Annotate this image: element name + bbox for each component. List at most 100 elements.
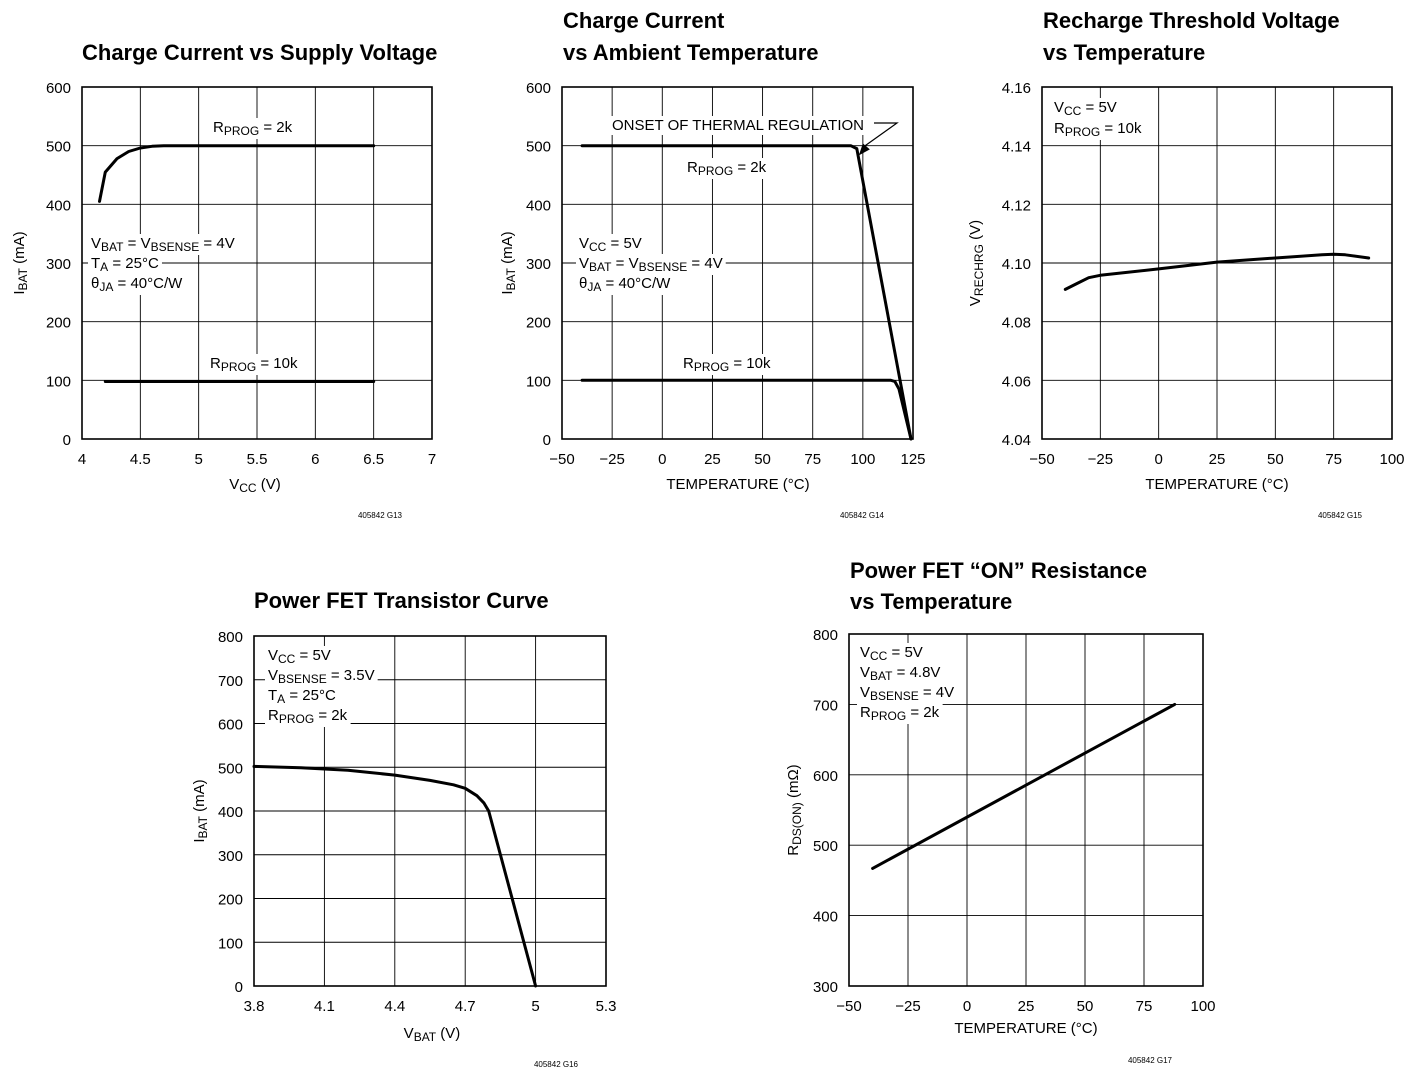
plot-frame xyxy=(561,86,914,440)
condition-label: RPROG = 2k xyxy=(687,159,767,178)
condition-label-subscript: JA xyxy=(99,280,113,294)
condition-label-text: T xyxy=(91,255,100,272)
y-tick-label: 300 xyxy=(46,256,71,273)
condition-label: RPROG = 10k xyxy=(210,355,298,374)
condition-label: VBAT = 4.8V xyxy=(860,664,940,683)
condition-label: RPROG = 2k xyxy=(860,704,940,723)
x-tick-label: 4.1 xyxy=(314,998,335,1015)
y-tick-label: 100 xyxy=(46,373,71,390)
condition-label-text: = 4V xyxy=(919,684,954,701)
condition-label-subscript: BSENSE xyxy=(639,260,688,274)
y-axis-label-text: V xyxy=(967,296,984,306)
x-tick-label: 5.5 xyxy=(247,451,268,468)
label-background xyxy=(684,158,770,179)
x-tick-label: 50 xyxy=(1077,998,1094,1015)
condition-label-text: θ xyxy=(91,275,99,292)
chart-title: Charge Current vs Supply Voltage xyxy=(82,40,437,65)
condition-label-subscript: PROG xyxy=(1065,125,1100,139)
condition-label: VCC = 5V xyxy=(860,644,923,663)
figure-code: 405842 G13 xyxy=(358,511,403,520)
x-tick-label: 4.5 xyxy=(130,451,151,468)
condition-label-text: V xyxy=(1054,99,1064,116)
chart-g15: Recharge Threshold Voltage vs Temperature… xyxy=(967,8,1405,520)
y-tick-label: 500 xyxy=(218,760,243,777)
condition-label: θJA = 40°C/W xyxy=(91,275,183,294)
x-tick-label: −50 xyxy=(1029,451,1054,468)
y-tick-label: 4.10 xyxy=(1002,256,1031,273)
y-axis-label-subscript: BAT xyxy=(16,267,30,290)
x-axis-label: VCC (V) xyxy=(229,476,281,495)
x-tick-label: −50 xyxy=(549,451,574,468)
condition-label-subscript: PROG xyxy=(221,360,256,374)
condition-label: VBSENSE = 4V xyxy=(860,684,954,703)
chart-title: Recharge Threshold Voltage xyxy=(1043,8,1340,33)
series-line-1 xyxy=(1063,252,1371,291)
label-background xyxy=(576,254,726,275)
y-tick-label: 800 xyxy=(813,627,838,644)
y-tick-label: 600 xyxy=(218,717,243,734)
y-tick-label: 500 xyxy=(813,838,838,855)
y-axis-label-subscript: DS(ON) xyxy=(790,802,804,845)
y-tick-label: 0 xyxy=(235,979,243,996)
condition-label-text: = 40°C/W xyxy=(601,275,671,292)
label-background xyxy=(857,643,926,664)
x-axis-label: TEMPERATURE (°C) xyxy=(666,476,809,493)
condition-label-text: = 10k xyxy=(256,355,298,372)
x-tick-label: 4 xyxy=(78,451,86,468)
x-tick-label: 0 xyxy=(963,998,971,1015)
y-axis-label-text: I xyxy=(11,290,28,294)
x-axis-label: VBAT (V) xyxy=(404,1025,461,1044)
condition-label: VCC = 5V xyxy=(268,647,331,666)
condition-label-subscript: CC xyxy=(870,649,888,663)
x-tick-label: 7 xyxy=(428,451,436,468)
plot-frame xyxy=(81,86,433,440)
condition-label-text: V xyxy=(91,235,101,252)
y-tick-label: 0 xyxy=(63,432,71,449)
y-axis-label-unit: (mA) xyxy=(11,231,28,268)
y-axis-label-subscript: BAT xyxy=(196,815,210,838)
condition-label-text: = V xyxy=(123,235,150,252)
condition-label-text: T xyxy=(268,687,277,704)
x-tick-label: 3.8 xyxy=(244,998,265,1015)
condition-label-subscript: PROG xyxy=(279,712,314,726)
condition-label-text: = 5V xyxy=(1081,99,1116,116)
condition-label-text: = V xyxy=(611,255,638,272)
condition-label-text: = 3.5V xyxy=(327,667,375,684)
y-tick-label: 600 xyxy=(526,80,551,97)
x-tick-label: 50 xyxy=(754,451,771,468)
y-tick-label: 4.12 xyxy=(1002,197,1031,214)
condition-label-text: V xyxy=(860,684,870,701)
condition-label-subscript: CC xyxy=(589,240,607,254)
plot-frame xyxy=(848,633,1204,987)
y-tick-label: 4.14 xyxy=(1002,139,1031,156)
condition-label-text: R xyxy=(1054,120,1065,137)
condition-label-text: R xyxy=(860,704,871,721)
y-axis-label-unit: (mA) xyxy=(191,779,208,816)
condition-label-text: = 25°C xyxy=(108,255,159,272)
y-axis-label-unit: (V) xyxy=(967,220,984,244)
condition-label-subscript: A xyxy=(100,260,108,274)
condition-label-text: R xyxy=(687,159,698,176)
chart-title: Power FET Transistor Curve xyxy=(254,588,549,613)
leader-line xyxy=(862,122,899,148)
plot-frame xyxy=(253,635,607,987)
condition-label: RPROG = 10k xyxy=(683,355,771,374)
chart-title: Charge Current xyxy=(563,8,725,33)
condition-label-text: = 4.8V xyxy=(892,664,940,681)
x-axis-label: TEMPERATURE (°C) xyxy=(1145,476,1288,493)
condition-label: TA = 25°C xyxy=(91,255,159,274)
grid xyxy=(849,634,1203,986)
y-tick-label: 700 xyxy=(218,673,243,690)
label-background xyxy=(1051,119,1145,140)
label-background xyxy=(265,686,339,707)
condition-label-text: V xyxy=(579,235,589,252)
condition-label: RPROG = 2k xyxy=(213,119,293,138)
condition-label-text: = 2k xyxy=(733,159,766,176)
x-tick-label: 100 xyxy=(1190,998,1215,1015)
condition-label: VBSENSE = 3.5V xyxy=(268,667,375,686)
x-axis-label: TEMPERATURE (°C) xyxy=(954,1020,1097,1037)
x-tick-label: 25 xyxy=(1018,998,1035,1015)
